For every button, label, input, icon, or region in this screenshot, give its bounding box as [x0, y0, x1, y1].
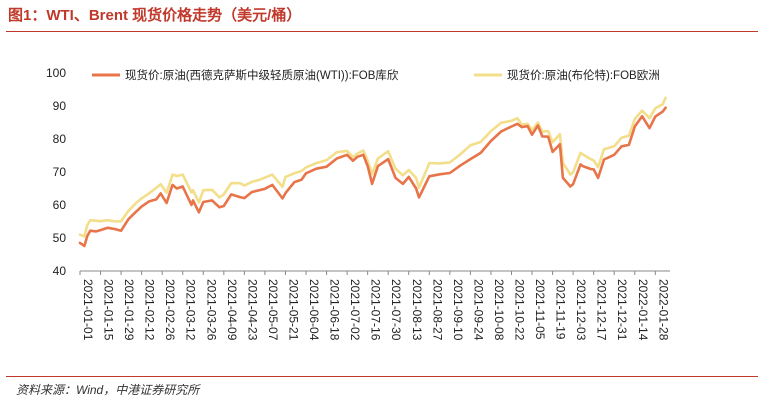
- x-tick-label: 2021-05-21: [286, 279, 300, 341]
- x-tick-label: 2021-02-12: [143, 279, 157, 341]
- x-tick-label: 2021-04-09: [225, 279, 239, 341]
- legend-label-wti: 现货价:原油(西德克萨斯中级轻质原油(WTI)):FOB库欣: [125, 68, 399, 82]
- x-tick-label: 2021-06-18: [328, 279, 342, 341]
- x-tick-label: 2021-04-23: [245, 279, 259, 341]
- x-tick-label: 2021-10-22: [512, 279, 526, 341]
- x-axis: 2021-01-01 2021-01-15 2021-01-29 2021-02-12…: [79, 270, 670, 341]
- x-tick-label: 2021-07-02: [348, 279, 362, 341]
- x-tick-label: 2021-06-04: [307, 279, 321, 341]
- x-tick-label: 2021-10-08: [492, 279, 506, 341]
- y-tick-label: 100: [46, 66, 66, 80]
- x-tick-label: 2021-12-31: [615, 279, 629, 341]
- x-tick-label: 2022-01-14: [636, 279, 650, 341]
- source-note: 资料来源：Wind，中港证券研究所: [16, 383, 200, 397]
- figure-title: 图1：WTI、Brent 现货价格走势（美元/桶）: [8, 7, 302, 24]
- x-tick-label: 2021-09-10: [451, 279, 465, 341]
- x-tick-label: 2021-05-07: [266, 279, 280, 341]
- brent-series-line: [78, 96, 667, 238]
- x-tick-label: 2021-01-01: [81, 279, 95, 341]
- title-divider: [6, 31, 758, 32]
- x-tick-label: 2021-07-16: [369, 279, 383, 341]
- y-tick-label: 40: [53, 264, 67, 278]
- x-tick-label: 2021-03-12: [184, 279, 198, 341]
- x-tick-label: 2021-03-26: [204, 279, 218, 341]
- legend: 现货价:原油(西德克萨斯中级轻质原油(WTI)):FOB库欣 现货价:原油(布伦特…: [92, 68, 660, 82]
- x-tick-label: 2021-11-05: [533, 279, 547, 340]
- x-tick-label: 2021-11-19: [554, 279, 568, 340]
- y-tick-label: 90: [53, 99, 67, 113]
- y-tick-label: 70: [53, 165, 67, 179]
- x-tick-label: 2021-09-24: [471, 279, 485, 341]
- y-tick-label: 50: [53, 231, 67, 245]
- x-tick-label: 2021-02-26: [163, 279, 177, 341]
- y-axis: 40 50 60 70 80 90 100: [46, 66, 66, 278]
- source-divider: [6, 376, 758, 377]
- y-tick-label: 60: [53, 198, 67, 212]
- x-tick-label: 2021-01-15: [102, 279, 116, 341]
- x-tick-label: 2021-12-03: [574, 279, 588, 341]
- x-tick-label: 2021-01-29: [122, 279, 136, 341]
- x-tick-label: 2021-08-13: [410, 279, 424, 341]
- x-tick-label: 2021-08-27: [430, 279, 444, 341]
- x-tick-label: 2021-07-30: [389, 279, 403, 341]
- series-layer: [78, 96, 667, 248]
- y-tick-label: 80: [53, 132, 67, 146]
- wti-series-line: [78, 106, 667, 248]
- legend-label-brent: 现货价:原油(布伦特):FOB欧洲: [507, 68, 660, 82]
- x-tick-label: 2022-01-28: [656, 279, 670, 341]
- x-tick-label: 2021-12-17: [595, 279, 609, 341]
